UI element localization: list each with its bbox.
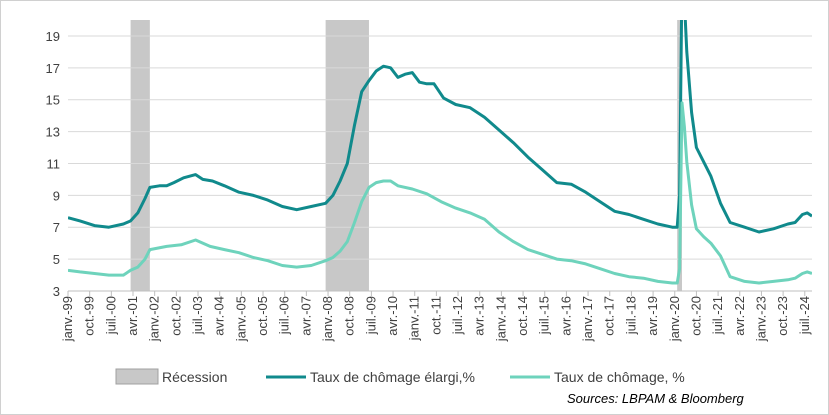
- x-tick-label: janv.-08: [320, 296, 335, 342]
- x-tick-label: janv.-05: [233, 296, 248, 342]
- x-tick-label: avr.-13: [472, 296, 487, 336]
- recession-shading: [130, 20, 682, 291]
- x-tick-label: avr.-10: [385, 296, 400, 336]
- x-tick-label: avr.-22: [732, 296, 747, 336]
- x-tick-label: avr.-04: [212, 296, 227, 336]
- x-tick-label: juil.-21: [710, 296, 725, 335]
- x-tick-label: oct.-02: [168, 296, 183, 336]
- y-tick-label: 5: [53, 252, 60, 267]
- legend: Récession Taux de chômage élargi,% Taux …: [115, 368, 685, 385]
- x-tick-label: juil.-12: [450, 296, 465, 335]
- legend-series2-label: Taux de chômage, %: [554, 369, 685, 385]
- x-tick-label: janv.-02: [147, 296, 162, 342]
- x-tick-label: oct.-05: [255, 296, 270, 336]
- x-tick-label: avr.-07: [298, 296, 313, 336]
- x-tick-label: juil.-09: [363, 296, 378, 335]
- y-tick-labels: 3 5 7 9 11 13 15 17 19: [46, 29, 60, 299]
- y-tick-label: 15: [46, 93, 60, 108]
- series-lines: [68, 20, 812, 285]
- series-line-taux-elargi: [68, 20, 812, 234]
- y-tick-label: 3: [53, 284, 60, 299]
- x-tick-label: oct.-11: [428, 296, 443, 335]
- x-tick-label: avr.-16: [558, 296, 573, 336]
- series-line-taux-chomage: [68, 101, 812, 285]
- y-tick-label: 13: [46, 125, 60, 140]
- y-tick-label: 17: [46, 61, 60, 76]
- x-tick-label: oct.-14: [515, 296, 530, 336]
- x-tick-labels: janv.-99 oct.-99 juil.-00 avr.-01 janv.-02 oc…: [60, 296, 812, 342]
- y-tick-label: 11: [47, 156, 61, 171]
- axes: [67, 290, 812, 296]
- x-tick-label: avr.-19: [645, 296, 660, 336]
- x-tick-label: oct.-99: [82, 296, 97, 336]
- x-tick-label: janv.-11: [407, 296, 422, 341]
- x-tick-label: juil.-00: [103, 296, 118, 335]
- x-tick-label: avr.-01: [125, 296, 140, 336]
- x-tick-label: janv.-23: [753, 296, 768, 342]
- gridlines: [68, 35, 812, 260]
- x-tick-label: oct.-17: [602, 296, 617, 336]
- x-tick-label: oct.-23: [775, 296, 790, 336]
- x-tick-label: janv.-14: [493, 296, 508, 342]
- y-tick-label: 9: [53, 188, 60, 203]
- x-tick-label: oct.-20: [688, 296, 703, 336]
- source-note: Sources: LBPAM & Bloomberg: [567, 391, 745, 406]
- legend-recession-label: Récession: [162, 369, 227, 385]
- x-tick-label: janv.-17: [580, 296, 595, 342]
- legend-recession-swatch: [115, 368, 159, 385]
- x-tick-label: juil.-18: [623, 296, 638, 335]
- x-tick-label: oct.-08: [342, 296, 357, 336]
- x-tick-label: janv.-20: [667, 296, 682, 342]
- x-tick-label: juil.-03: [190, 296, 205, 335]
- x-tick-label: juil.-15: [537, 296, 552, 335]
- x-tick-label: juil.-06: [277, 296, 292, 335]
- y-tick-label: 7: [53, 220, 60, 235]
- legend-series1-label: Taux de chômage élargi,%: [310, 369, 475, 385]
- y-tick-label: 19: [46, 29, 60, 44]
- recession-band-1: [130, 20, 150, 291]
- x-tick-label: janv.-99: [60, 296, 75, 342]
- x-tick-label: juil.-24: [797, 296, 812, 335]
